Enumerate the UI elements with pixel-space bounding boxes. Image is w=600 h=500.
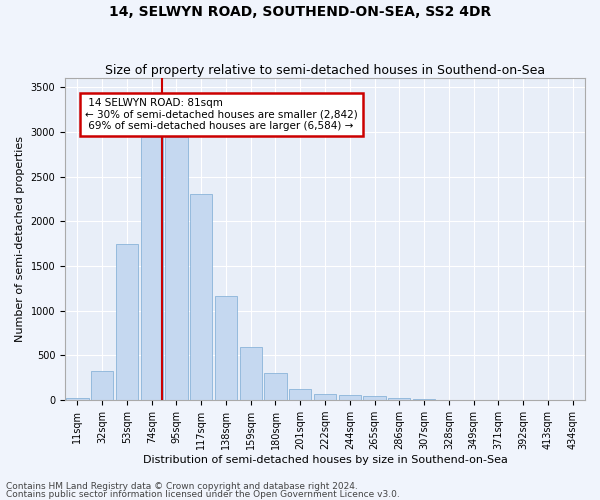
X-axis label: Distribution of semi-detached houses by size in Southend-on-Sea: Distribution of semi-detached houses by …	[143, 455, 508, 465]
Y-axis label: Number of semi-detached properties: Number of semi-detached properties	[15, 136, 25, 342]
Bar	[190, 194, 212, 400]
Text: Contains public sector information licensed under the Open Government Licence v3: Contains public sector information licen…	[6, 490, 400, 499]
Bar	[239, 348, 262, 400]
Bar	[66, 398, 89, 400]
Bar	[116, 244, 138, 400]
Bar	[388, 398, 410, 400]
Text: Contains HM Land Registry data © Crown copyright and database right 2024.: Contains HM Land Registry data © Crown c…	[6, 482, 358, 491]
Title: Size of property relative to semi-detached houses in Southend-on-Sea: Size of property relative to semi-detach…	[105, 64, 545, 77]
Bar	[166, 137, 188, 400]
Bar	[314, 394, 336, 400]
Bar	[91, 370, 113, 400]
Bar	[140, 137, 163, 400]
Bar	[215, 296, 237, 400]
Text: 14, SELWYN ROAD, SOUTHEND-ON-SEA, SS2 4DR: 14, SELWYN ROAD, SOUTHEND-ON-SEA, SS2 4D…	[109, 5, 491, 19]
Bar	[364, 396, 386, 400]
Bar	[338, 396, 361, 400]
Bar	[289, 388, 311, 400]
Text: 14 SELWYN ROAD: 81sqm
← 30% of semi-detached houses are smaller (2,842)
 69% of : 14 SELWYN ROAD: 81sqm ← 30% of semi-deta…	[85, 98, 358, 131]
Bar	[265, 374, 287, 400]
